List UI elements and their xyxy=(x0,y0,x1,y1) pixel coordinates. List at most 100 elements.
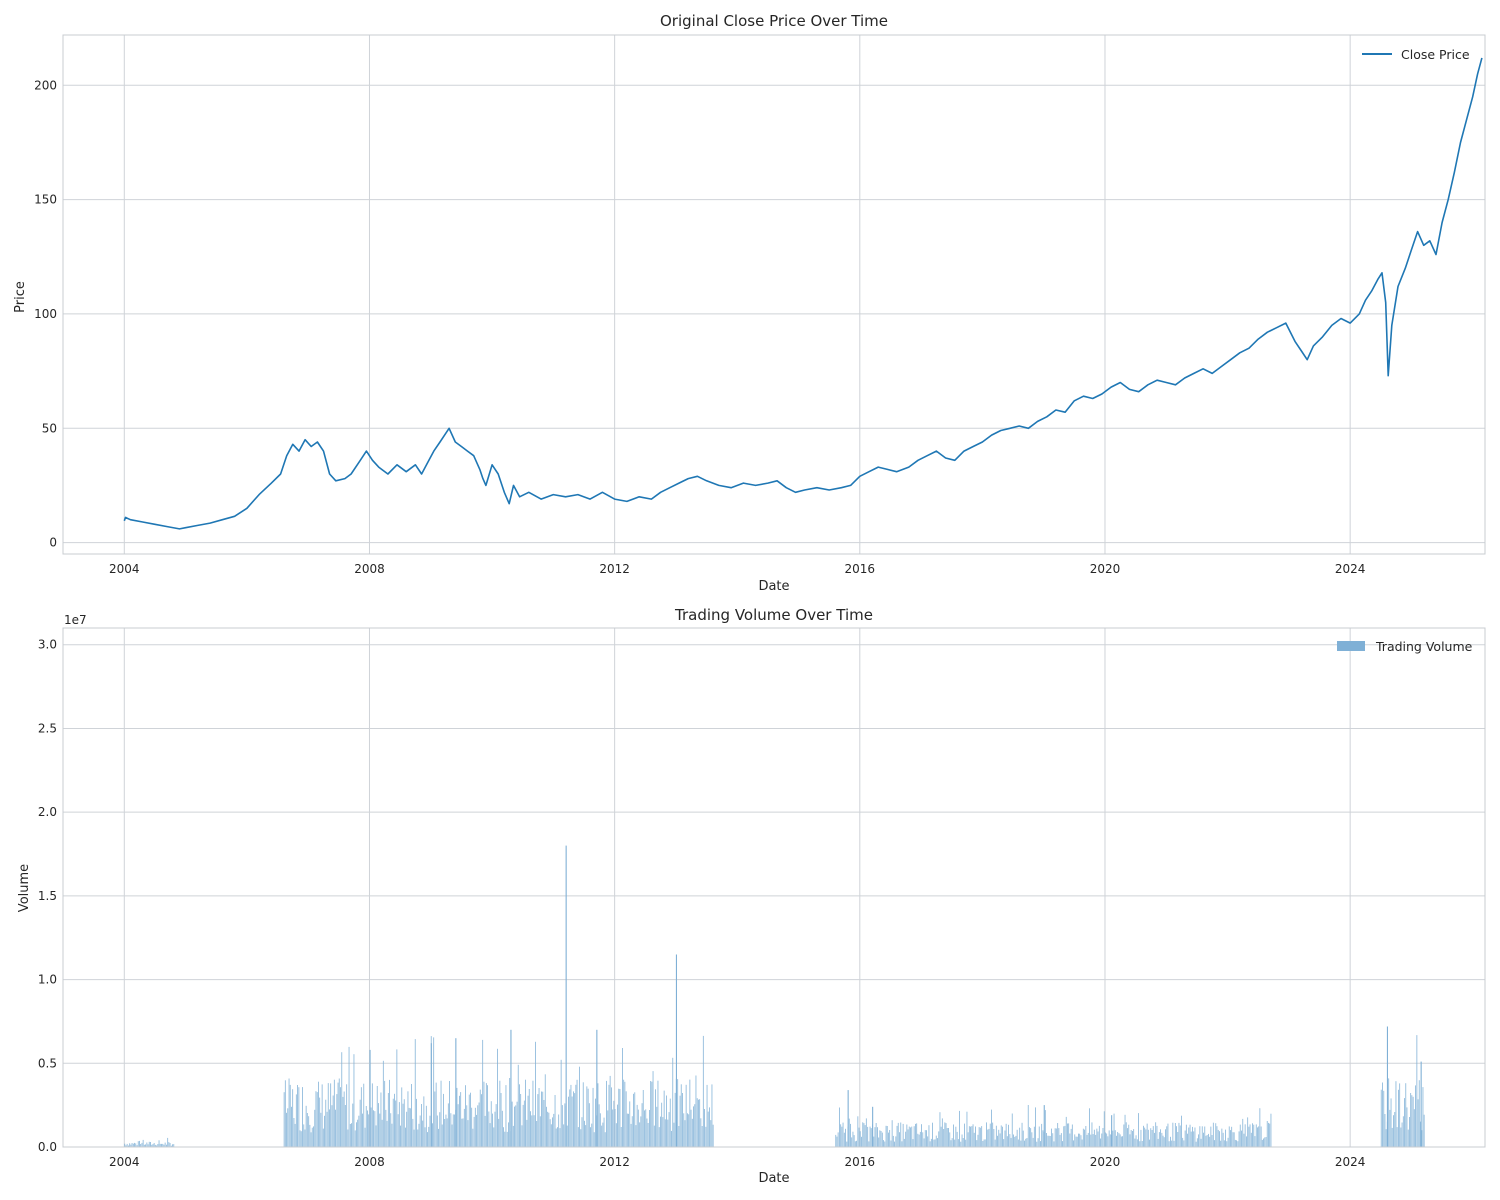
volume-bar xyxy=(1160,1129,1161,1147)
volume-bar xyxy=(446,1118,448,1147)
price-x-ticks: 2004 2008 2012 2016 2020 2024 xyxy=(109,562,1365,576)
volume-bar xyxy=(1214,1140,1215,1147)
volume-bar xyxy=(695,1075,697,1147)
volume-bar xyxy=(462,1118,464,1147)
volume-bar xyxy=(602,1122,604,1147)
volume-bar xyxy=(666,1095,667,1147)
volume-bar xyxy=(522,1104,524,1147)
volume-bar xyxy=(656,1106,658,1147)
volume-bar xyxy=(710,1120,712,1147)
volume-bar xyxy=(1136,1139,1138,1147)
volume-bar xyxy=(1400,1127,1402,1147)
price-chart-title: Original Close Price Over Time xyxy=(660,12,888,30)
volume-peak-bar xyxy=(1386,1026,1388,1147)
volume-bar xyxy=(999,1133,1001,1147)
volume-bar xyxy=(1091,1122,1093,1147)
volume-bar xyxy=(574,1093,576,1147)
volume-bar xyxy=(1150,1128,1152,1147)
volume-bar xyxy=(1413,1109,1415,1147)
volume-bar xyxy=(669,1098,671,1147)
volume-bar xyxy=(1139,1141,1141,1147)
volume-bar xyxy=(981,1126,983,1147)
volume-bar xyxy=(611,1087,612,1147)
volume-bar xyxy=(1044,1110,1046,1147)
volume-bar xyxy=(956,1131,958,1147)
volume-bar xyxy=(943,1129,945,1147)
volume-bar xyxy=(341,1052,343,1147)
volume-bar xyxy=(1179,1125,1181,1147)
volume-bar xyxy=(979,1127,981,1147)
volume-bar xyxy=(869,1126,871,1147)
volume-bar xyxy=(544,1074,546,1147)
volume-bar xyxy=(543,1100,545,1147)
volume-bar xyxy=(375,1125,377,1147)
volume-bar xyxy=(582,1082,584,1147)
volume-bar xyxy=(509,1078,511,1147)
volume-bar xyxy=(1172,1122,1174,1147)
volume-bar xyxy=(356,1122,357,1147)
volume-bar xyxy=(986,1122,987,1147)
price-x-axis-label: Date xyxy=(758,579,789,594)
volume-bar xyxy=(1388,1078,1390,1147)
volume-bar xyxy=(900,1122,902,1147)
volume-bar xyxy=(481,1094,482,1147)
volume-bar xyxy=(450,1113,452,1147)
volume-x-tick-label: 2004 xyxy=(109,1155,140,1169)
volume-bar xyxy=(992,1122,994,1147)
volume-bar xyxy=(1035,1107,1036,1147)
volume-bar xyxy=(367,1110,368,1147)
volume-bar xyxy=(612,1109,614,1147)
volume-bar xyxy=(604,1132,606,1147)
volume-bar xyxy=(546,1106,547,1147)
volume-bar xyxy=(1053,1141,1055,1147)
volume-bar xyxy=(1029,1127,1030,1147)
volume-bar xyxy=(1171,1140,1173,1147)
volume-bar xyxy=(1165,1129,1166,1147)
volume-bar xyxy=(300,1131,302,1147)
volume-bar xyxy=(320,1112,322,1147)
volume-bar xyxy=(467,1120,469,1147)
volume-bar xyxy=(575,1084,577,1147)
volume-bar xyxy=(994,1139,996,1147)
volume-bar xyxy=(1230,1130,1231,1147)
price-y-tick-label: 150 xyxy=(34,193,57,207)
volume-bar xyxy=(555,1128,557,1147)
volume-bar xyxy=(488,1111,490,1147)
volume-bar xyxy=(995,1125,997,1147)
volume-y-tick-label: 0.0 xyxy=(38,1140,57,1154)
volume-bar xyxy=(690,1109,692,1147)
volume-bar xyxy=(130,1144,132,1147)
volume-bar xyxy=(1008,1124,1009,1147)
volume-bar xyxy=(327,1083,329,1147)
volume-bar xyxy=(894,1141,895,1147)
volume-bar xyxy=(938,1131,940,1147)
volume-bar xyxy=(463,1108,465,1147)
volume-bar xyxy=(1102,1128,1104,1147)
volume-bar xyxy=(932,1122,933,1147)
price-series-line xyxy=(123,57,1483,530)
volume-bar xyxy=(351,1123,352,1147)
volume-bar xyxy=(1049,1136,1051,1147)
volume-bar xyxy=(305,1105,307,1147)
volume-bar xyxy=(538,1088,540,1147)
volume-bar xyxy=(1032,1137,1034,1147)
volume-bar xyxy=(1178,1122,1180,1147)
volume-bar xyxy=(145,1144,146,1147)
volume-bar xyxy=(449,1081,450,1147)
volume-bar xyxy=(880,1131,882,1147)
volume-bar xyxy=(159,1143,161,1147)
volume-bar xyxy=(515,1105,517,1147)
volume-bar xyxy=(948,1128,949,1147)
volume-bar xyxy=(416,1098,417,1147)
volume-bar xyxy=(1264,1137,1266,1147)
volume-bar xyxy=(1176,1126,1177,1147)
volume-bar xyxy=(991,1109,992,1147)
volume-bar xyxy=(1100,1138,1101,1147)
volume-bar xyxy=(370,1107,372,1147)
volume-bar xyxy=(1206,1135,1208,1147)
volume-bar xyxy=(1257,1127,1258,1147)
volume-bar xyxy=(674,1092,676,1147)
volume-bar xyxy=(1147,1129,1149,1147)
volume-bar xyxy=(1166,1126,1168,1147)
volume-bar xyxy=(443,1093,444,1147)
